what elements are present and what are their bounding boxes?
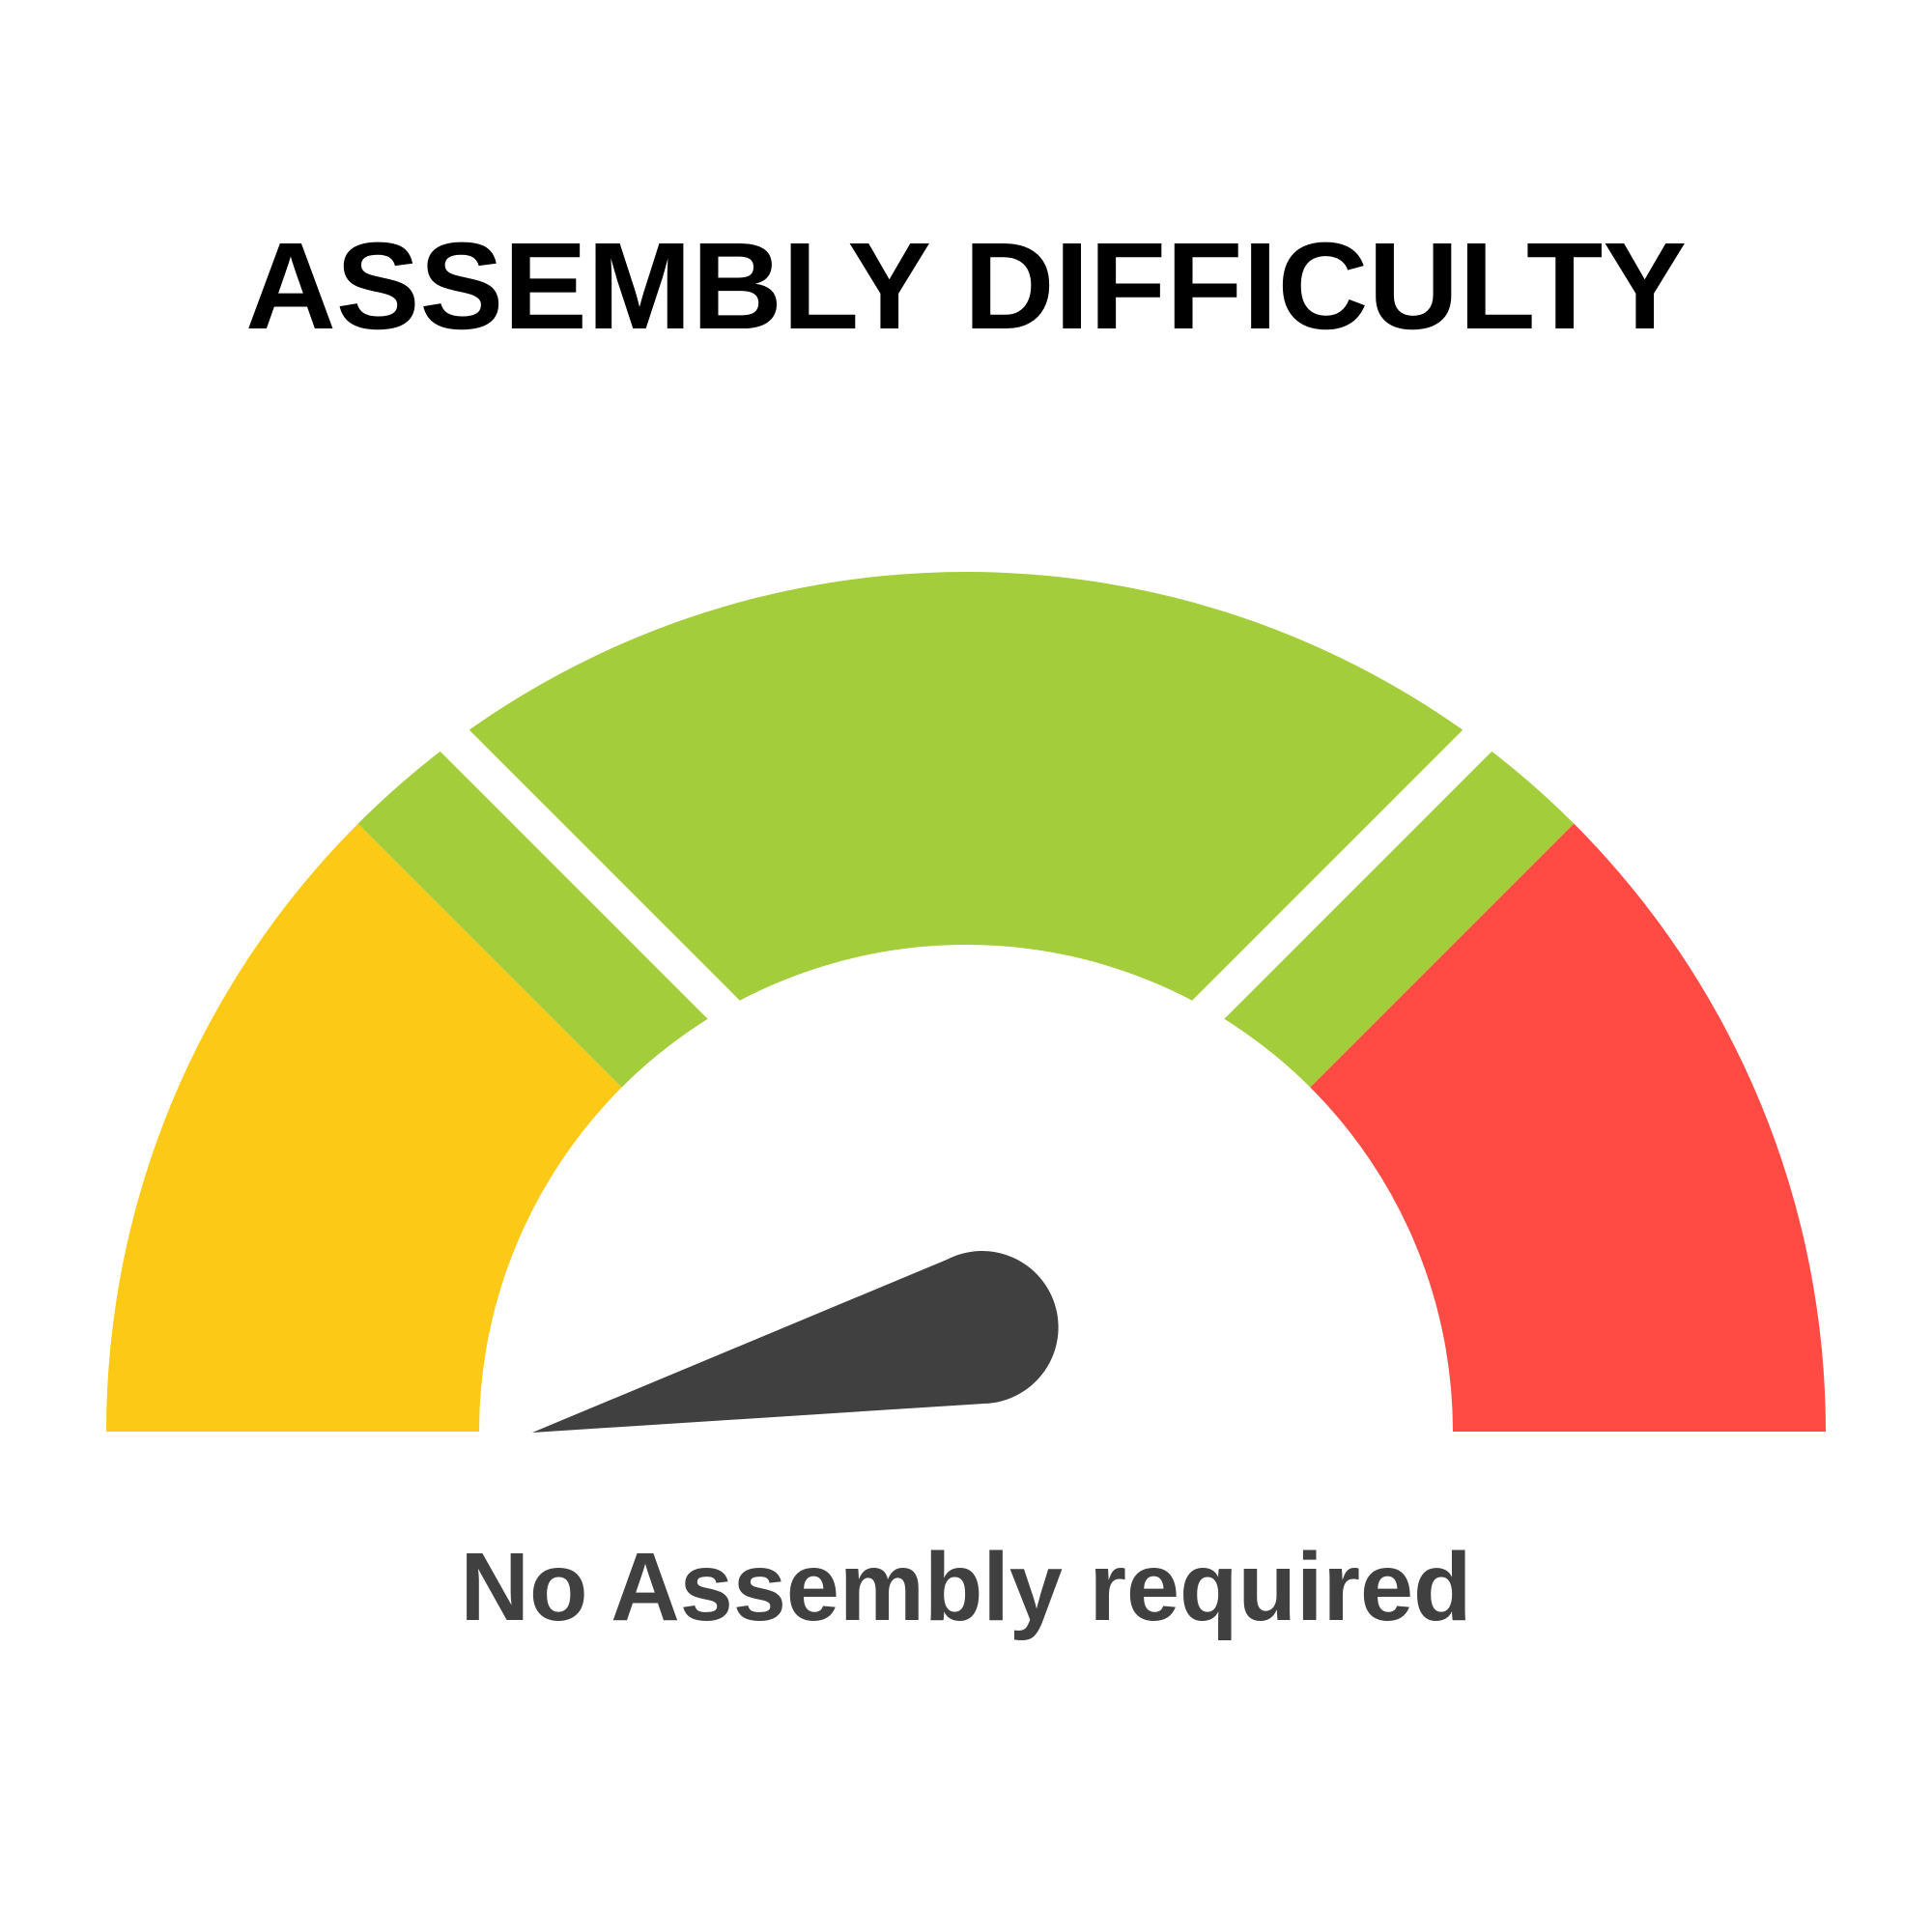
gauge-segment-hard — [1310, 823, 1826, 1432]
gauge-segment-easy — [106, 823, 622, 1432]
gauge-gap-left — [180, 466, 980, 1265]
gauge-gap-right — [952, 466, 1752, 1265]
gauge-status-label: No Assembly required — [461, 1533, 1472, 1641]
gauge-title: ASSEMBLY DIFFICULTY — [245, 217, 1687, 355]
gauge-needle — [532, 1251, 1059, 1433]
